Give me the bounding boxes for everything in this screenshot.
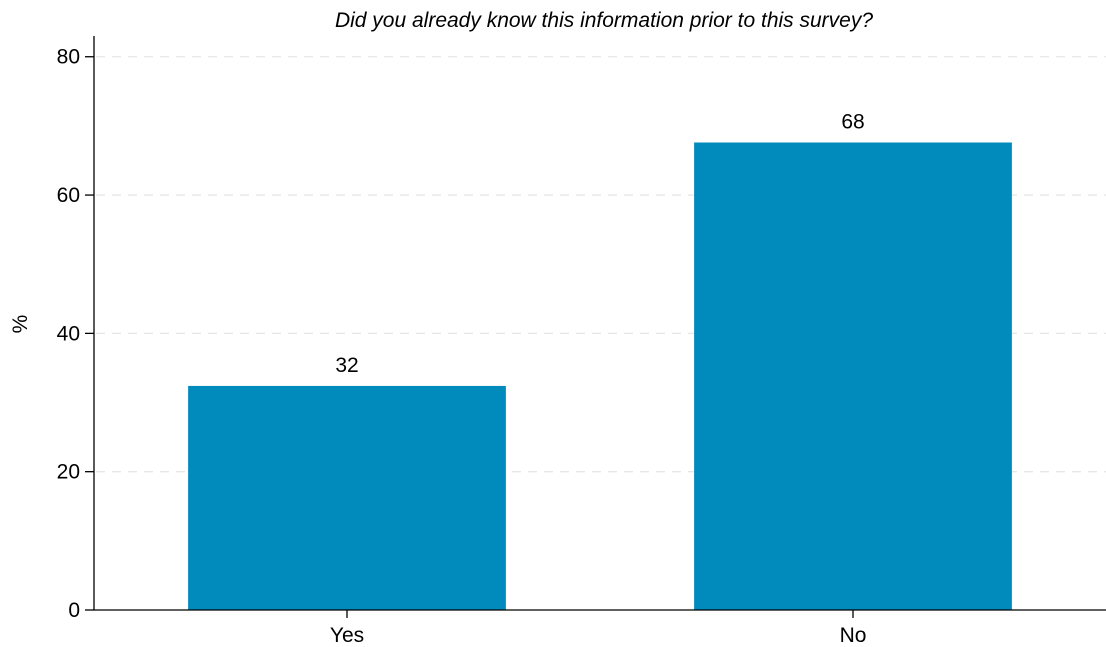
bars	[188, 142, 1012, 610]
y-tick-label: 0	[68, 599, 80, 622]
chart-title: Did you already know this information pr…	[335, 9, 873, 32]
x-category-label: Yes	[330, 624, 364, 647]
x-category-label: No	[840, 624, 867, 647]
y-tick-label: 80	[57, 46, 80, 69]
y-tick-label: 40	[57, 322, 80, 345]
y-axis-title: %	[9, 315, 32, 334]
data-label: 68	[841, 111, 864, 134]
bar-yes	[188, 385, 506, 610]
data-label: 32	[335, 354, 358, 377]
y-axis-ticks: 0 20 40 60 80	[57, 46, 854, 622]
y-tick-label: 20	[57, 461, 80, 484]
bar-no	[694, 142, 1012, 610]
axes	[93, 36, 1106, 611]
y-tick-label: 60	[57, 184, 80, 207]
labels: 32 Yes 68 No	[330, 111, 867, 647]
